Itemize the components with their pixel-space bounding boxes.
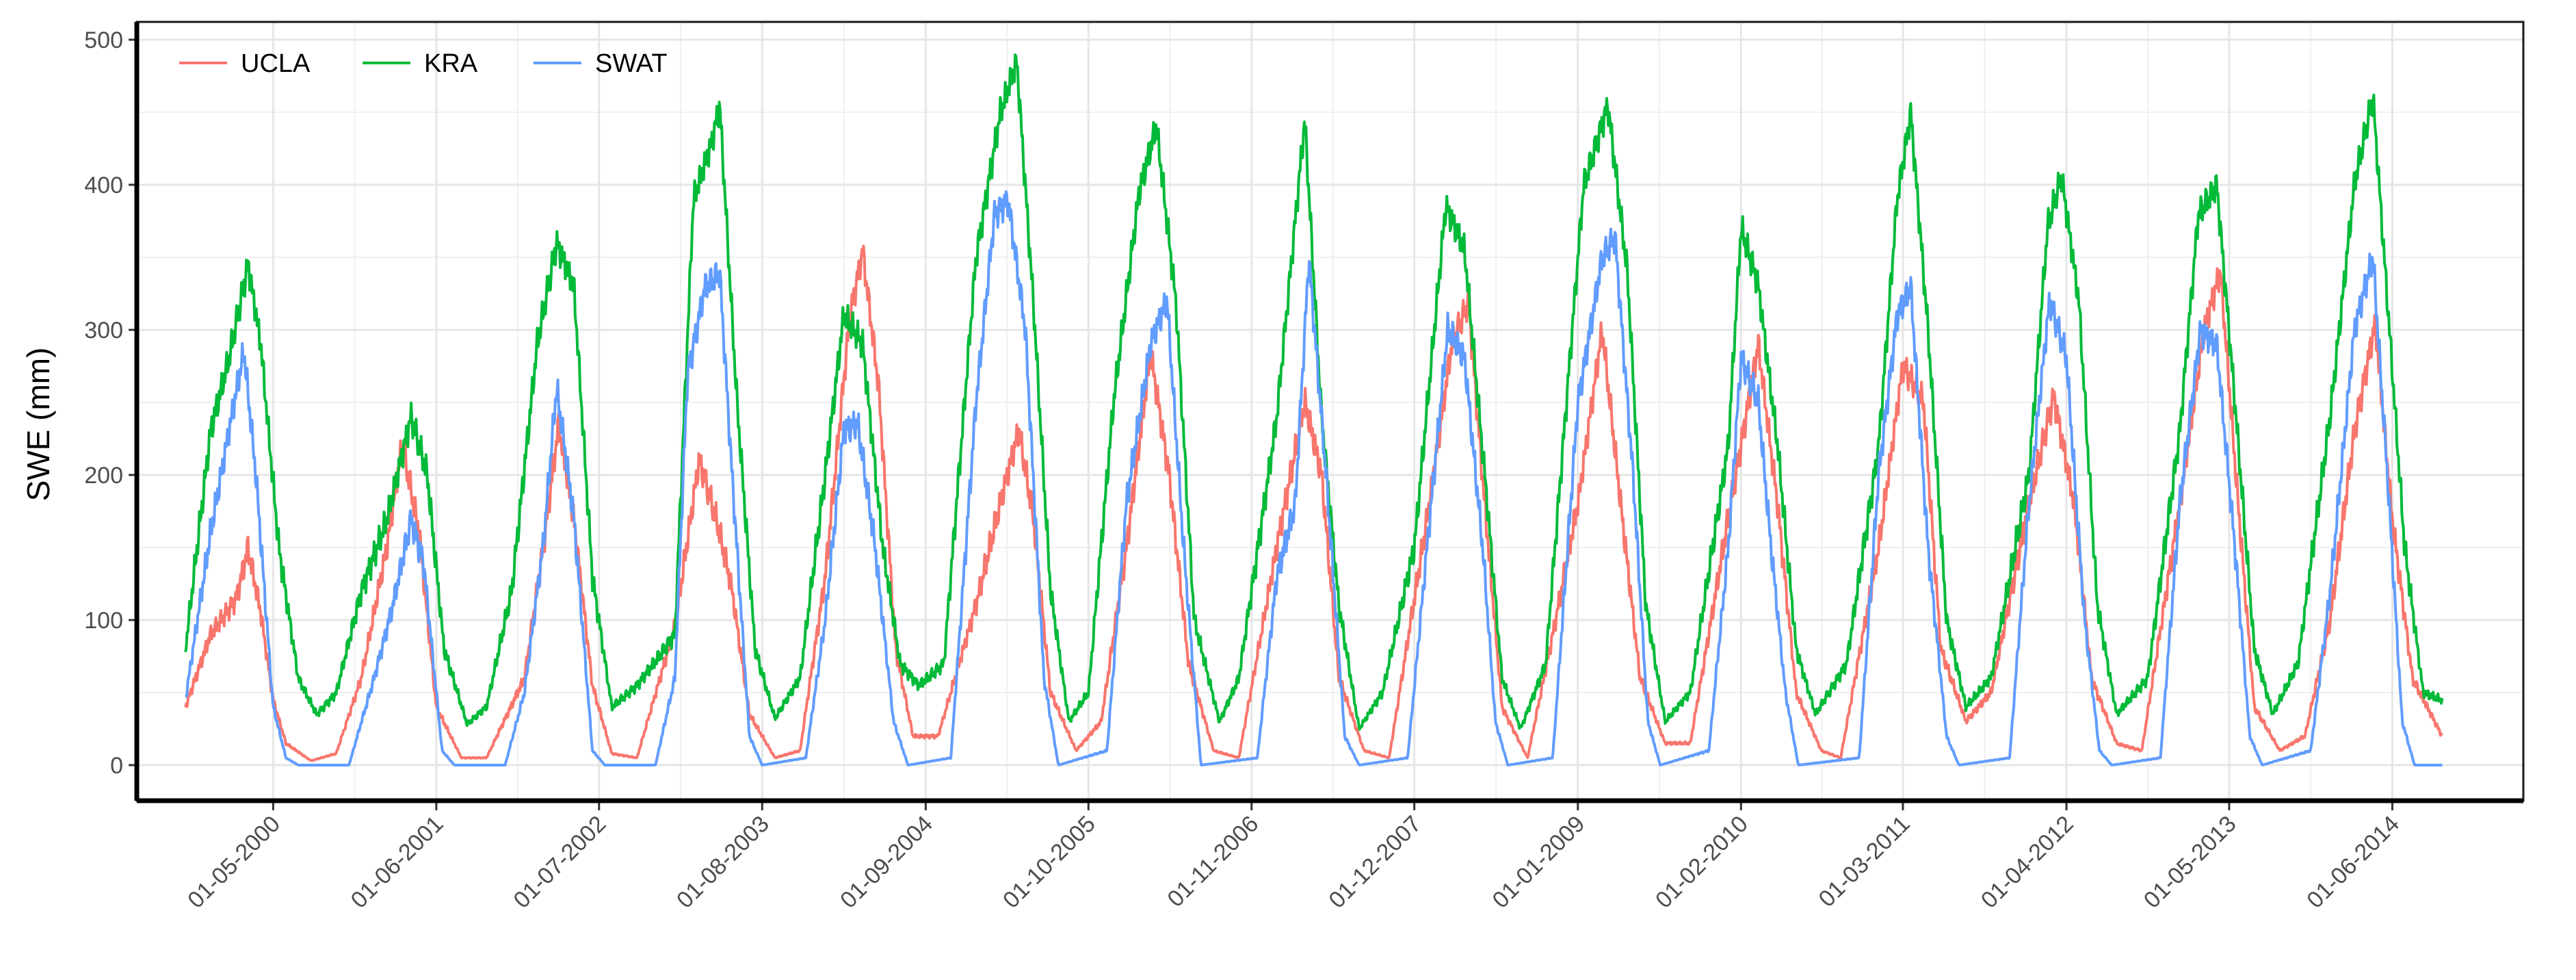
series-line-kra — [184, 53, 2444, 731]
series-line-ucla — [184, 244, 2443, 762]
y-axis-tick-labels: 0 100 200 300 400 500 — [84, 27, 137, 779]
legend-label-ucla: UCLA — [241, 49, 311, 78]
y-tick-label: 100 — [84, 608, 123, 634]
y-tick-label: 500 — [84, 27, 123, 53]
grid-lines — [137, 22, 2523, 801]
legend-label-swat: SWAT — [595, 49, 668, 78]
series-lines — [184, 53, 2444, 766]
y-axis-title: SWE (mm) — [21, 348, 56, 502]
legend: UCLA KRA SWAT — [179, 49, 668, 78]
y-tick-label: 200 — [84, 463, 123, 489]
y-tick-label: 400 — [84, 172, 123, 198]
y-tick-label: 300 — [84, 318, 123, 344]
legend-label-kra: KRA — [424, 49, 478, 78]
series-line-swat — [185, 190, 2443, 766]
y-tick-label: 0 — [110, 753, 123, 779]
